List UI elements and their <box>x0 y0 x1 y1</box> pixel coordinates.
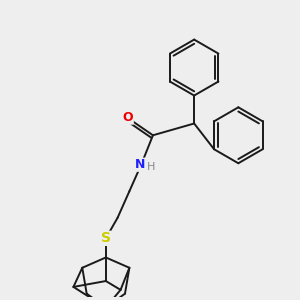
Text: O: O <box>123 111 133 124</box>
Text: S: S <box>101 231 111 245</box>
Text: H: H <box>146 162 155 172</box>
Text: N: N <box>134 158 145 171</box>
